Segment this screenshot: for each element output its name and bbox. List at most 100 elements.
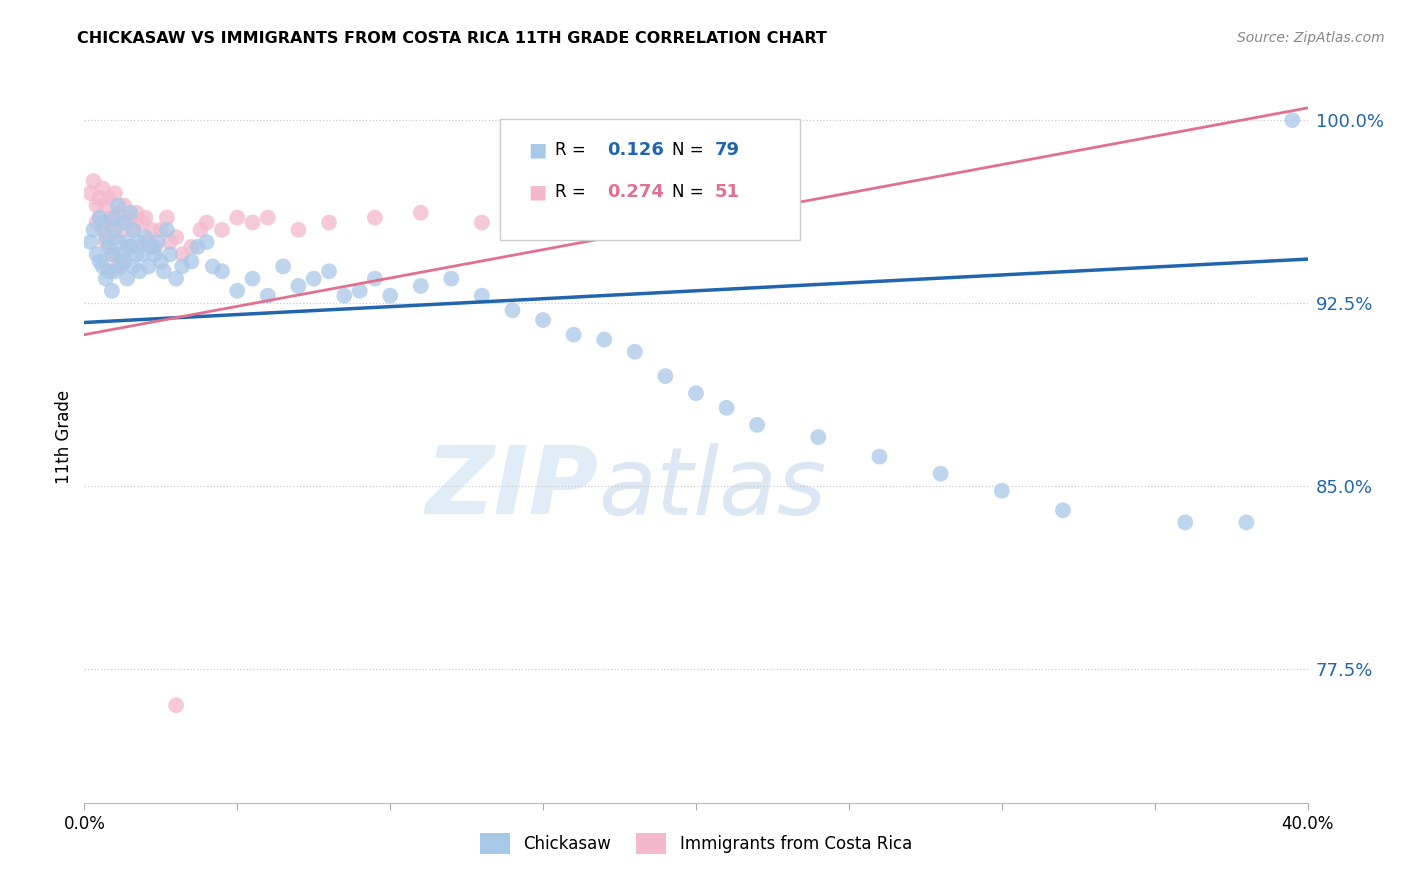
Point [94, 235, 117, 249]
Text: 51: 51 [714, 183, 740, 201]
Point [141, 223, 163, 237]
Point [242, 271, 264, 285]
Point [107, 198, 129, 212]
Point [120, 240, 142, 254]
Y-axis label: 11th Grade: 11th Grade [55, 390, 73, 484]
Point [153, 264, 176, 278]
Text: CHICKASAW VS IMMIGRANTS FROM COSTA RICA 11TH GRADE CORRELATION CHART: CHICKASAW VS IMMIGRANTS FROM COSTA RICA … [77, 31, 827, 46]
Point [318, 264, 340, 278]
Point [131, 247, 153, 261]
Point [172, 260, 194, 274]
Point [685, 386, 707, 401]
Point [531, 313, 554, 327]
Point [302, 271, 325, 285]
Point [156, 211, 179, 225]
Point [1052, 503, 1074, 517]
Point [409, 279, 432, 293]
Point [991, 483, 1014, 498]
Point [104, 264, 127, 278]
Point [195, 235, 218, 249]
Point [94, 198, 117, 212]
Point [380, 288, 402, 302]
Point [104, 223, 127, 237]
Point [242, 215, 264, 229]
Point [271, 260, 294, 274]
Point [110, 223, 132, 237]
Point [195, 215, 218, 229]
Text: Source: ZipAtlas.com: Source: ZipAtlas.com [1237, 31, 1385, 45]
Point [112, 254, 135, 268]
Point [211, 264, 233, 278]
Point [159, 235, 181, 249]
Point [747, 417, 769, 432]
Text: 79: 79 [714, 141, 740, 160]
Point [125, 206, 148, 220]
Point [201, 260, 224, 274]
Point [91, 260, 114, 274]
Point [135, 211, 157, 225]
Point [165, 698, 187, 713]
Point [89, 191, 111, 205]
Point [138, 260, 160, 274]
Point [122, 260, 145, 274]
Point [149, 223, 172, 237]
Point [91, 215, 114, 229]
Point [107, 235, 129, 249]
Point [138, 235, 160, 249]
Point [97, 264, 120, 278]
Point [172, 247, 194, 261]
Point [115, 215, 138, 229]
Point [89, 254, 111, 268]
Point [135, 230, 157, 244]
Point [716, 401, 738, 415]
Point [186, 240, 208, 254]
Text: ZIP: ZIP [425, 442, 598, 534]
Point [97, 215, 120, 229]
Point [94, 271, 117, 285]
Point [502, 303, 524, 318]
Point [929, 467, 952, 481]
Point [1281, 113, 1303, 128]
Point [101, 211, 124, 225]
Point [86, 215, 108, 229]
Point [287, 279, 309, 293]
Point [107, 206, 129, 220]
Point [190, 223, 212, 237]
Point [471, 215, 494, 229]
Text: ■: ■ [529, 141, 547, 160]
FancyBboxPatch shape [501, 119, 800, 240]
Point [226, 211, 249, 225]
Point [115, 271, 138, 285]
Point [318, 215, 340, 229]
Point [97, 240, 120, 254]
Text: ■: ■ [529, 183, 547, 202]
Point [86, 198, 108, 212]
Point [146, 235, 169, 249]
Point [128, 264, 150, 278]
Point [107, 260, 129, 274]
Point [257, 288, 280, 302]
Point [143, 247, 166, 261]
Point [97, 191, 120, 205]
Point [562, 327, 585, 342]
Point [101, 247, 124, 261]
Point [211, 223, 233, 237]
Point [349, 284, 371, 298]
Point [654, 369, 676, 384]
Text: 0.274: 0.274 [606, 183, 664, 201]
Point [89, 211, 111, 225]
Point [112, 247, 135, 261]
Point [149, 254, 172, 268]
Point [101, 284, 124, 298]
Point [128, 240, 150, 254]
Point [593, 333, 616, 347]
Point [333, 288, 356, 302]
Point [440, 271, 463, 285]
Point [364, 211, 387, 225]
Point [165, 271, 187, 285]
Point [101, 247, 124, 261]
Point [141, 240, 163, 254]
Point [287, 223, 309, 237]
Text: N =: N = [672, 183, 709, 201]
Point [156, 223, 179, 237]
